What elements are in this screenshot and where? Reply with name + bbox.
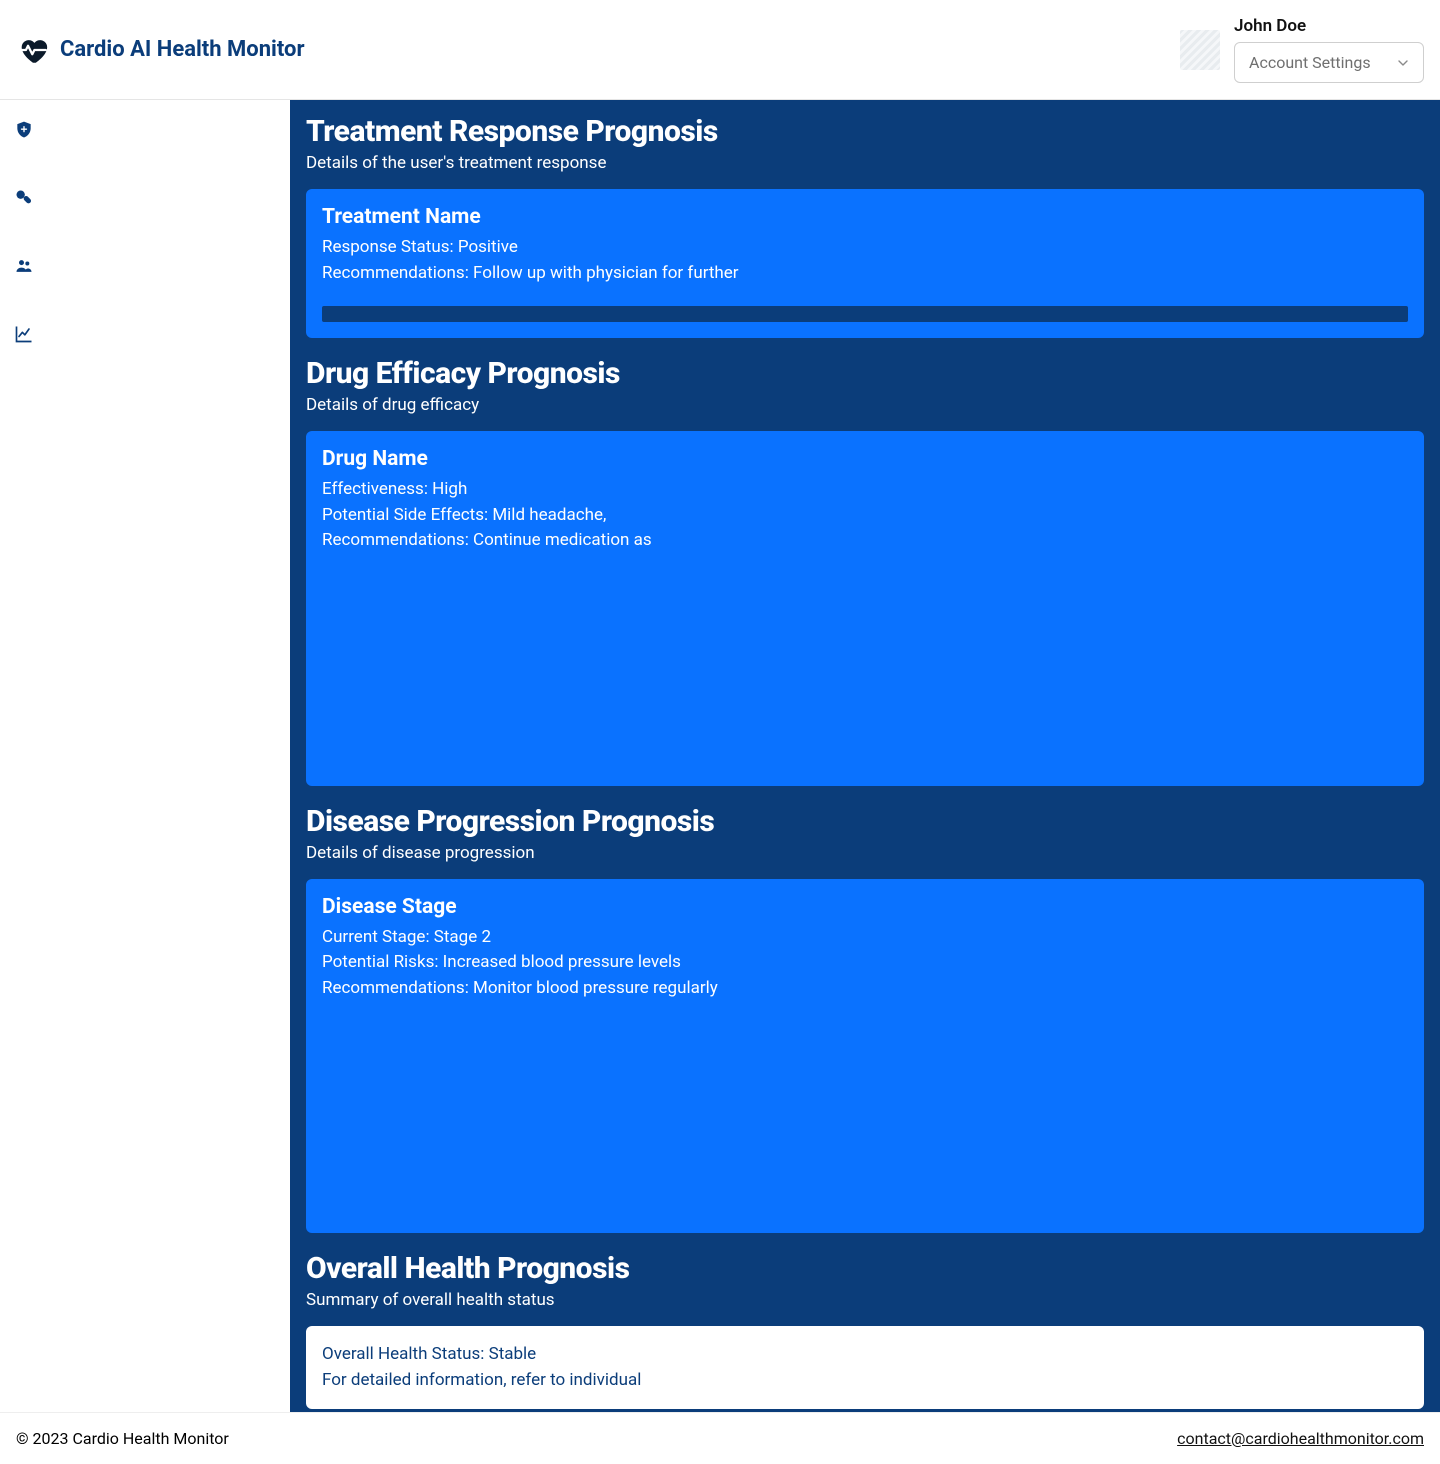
- disease-chart-image: [322, 1017, 722, 1217]
- treatment-progress: [322, 306, 1408, 322]
- pills-icon: [14, 188, 34, 208]
- drug-subtitle: Details of drug efficacy: [306, 395, 1424, 415]
- drug-effectiveness: Effectiveness: High: [322, 477, 1408, 503]
- logo-area: Cardio AI Health Monitor: [16, 33, 305, 67]
- footer: © 2023 Cardio Health Monitor contact@car…: [0, 1412, 1440, 1464]
- disease-subtitle: Details of disease progression: [306, 843, 1424, 863]
- main-content: Treatment Response Prognosis Details of …: [290, 100, 1440, 1412]
- drug-chart-image: [322, 570, 722, 770]
- treatment-card-title: Treatment Name: [322, 205, 1408, 229]
- app-header: Cardio AI Health Monitor John Doe Accoun…: [0, 0, 1440, 100]
- drug-recommendations: Recommendations: Continue medication as: [322, 528, 812, 554]
- sidebar-item-chart[interactable]: [14, 324, 34, 348]
- disease-risks: Potential Risks: Increased blood pressur…: [322, 950, 1408, 976]
- overall-section: Overall Health Prognosis Summary of over…: [306, 1251, 1424, 1409]
- app-title: Cardio AI Health Monitor: [60, 37, 305, 62]
- treatment-subtitle: Details of the user's treatment response: [306, 153, 1424, 173]
- treatment-section: Treatment Response Prognosis Details of …: [306, 114, 1424, 338]
- disease-title: Disease Progression Prognosis: [306, 804, 1424, 839]
- overall-subtitle: Summary of overall health status: [306, 1290, 1424, 1310]
- heart-pulse-icon: [16, 33, 50, 67]
- disease-section: Disease Progression Prognosis Details of…: [306, 804, 1424, 1234]
- disease-card: Disease Stage Current Stage: Stage 2 Pot…: [306, 879, 1424, 1234]
- chevron-down-icon: [1397, 57, 1409, 69]
- overall-note: For detailed information, refer to indiv…: [322, 1368, 1408, 1394]
- drug-title: Drug Efficacy Prognosis: [306, 356, 1424, 391]
- drug-side-effects: Potential Side Effects: Mild headache,: [322, 503, 812, 529]
- drug-section: Drug Efficacy Prognosis Details of drug …: [306, 356, 1424, 786]
- user-meta: John Doe Account Settings: [1234, 16, 1424, 83]
- sidebar-item-pills[interactable]: [14, 188, 34, 212]
- sidebar-item-users[interactable]: [14, 256, 34, 280]
- sidebar: [0, 100, 290, 1412]
- user-area: John Doe Account Settings: [1180, 16, 1424, 83]
- footer-copyright: © 2023 Cardio Health Monitor: [16, 1429, 229, 1448]
- account-settings-label: Account Settings: [1249, 53, 1371, 72]
- account-settings-select[interactable]: Account Settings: [1234, 42, 1424, 83]
- disease-recommendations: Recommendations: Monitor blood pressure …: [322, 976, 1408, 1002]
- body-area: Treatment Response Prognosis Details of …: [0, 100, 1440, 1412]
- sidebar-item-shield[interactable]: [14, 120, 34, 144]
- overall-title: Overall Health Prognosis: [306, 1251, 1424, 1286]
- chart-line-icon: [14, 324, 34, 344]
- drug-card: Drug Name Effectiveness: High Potential …: [306, 431, 1424, 786]
- user-name: John Doe: [1234, 16, 1424, 36]
- drug-card-title: Drug Name: [322, 447, 1408, 471]
- treatment-title: Treatment Response Prognosis: [306, 114, 1424, 149]
- avatar[interactable]: [1180, 30, 1220, 70]
- disease-stage: Current Stage: Stage 2: [322, 925, 1408, 951]
- overall-status: Overall Health Status: Stable: [322, 1342, 1408, 1368]
- treatment-recommendations: Recommendations: Follow up with physicia…: [322, 261, 812, 287]
- shield-plus-icon: [14, 120, 34, 140]
- users-icon: [14, 256, 34, 276]
- treatment-status: Response Status: Positive: [322, 235, 1408, 261]
- overall-card: Overall Health Status: Stable For detail…: [306, 1326, 1424, 1409]
- footer-contact-link[interactable]: contact@cardiohealthmonitor.com: [1177, 1429, 1424, 1448]
- treatment-card: Treatment Name Response Status: Positive…: [306, 189, 1424, 338]
- disease-card-title: Disease Stage: [322, 895, 1408, 919]
